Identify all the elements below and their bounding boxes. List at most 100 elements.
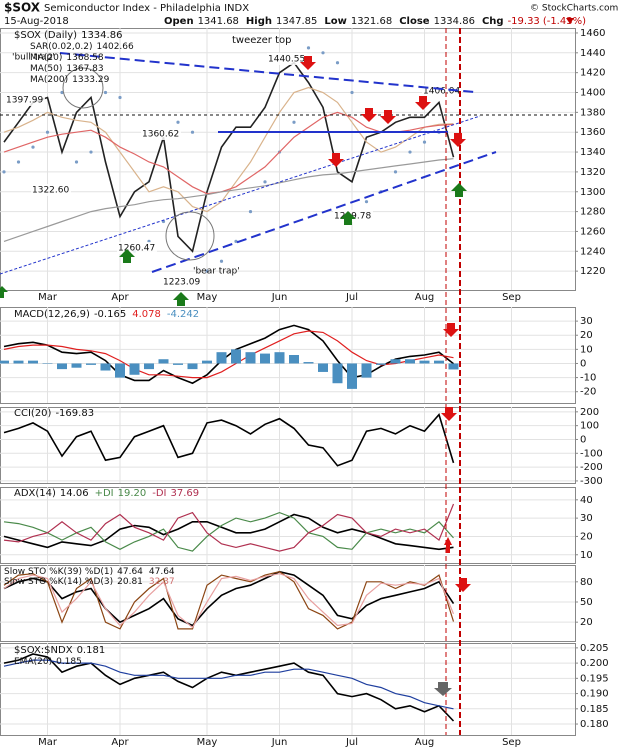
x-tick-label: Mar: [38, 737, 58, 748]
y-tick-label: 0.185: [580, 704, 609, 715]
stat-label: Low: [324, 16, 346, 27]
legend-value: 1334.86: [81, 30, 122, 41]
circle: [165, 211, 215, 261]
sar-dot: [45, 130, 50, 134]
series-line: [3, 659, 454, 710]
histogram-bar: [0, 360, 9, 364]
y-tick-label: 1440: [580, 48, 605, 59]
neutral-arrow: [434, 682, 452, 696]
sar-dot: [74, 160, 79, 164]
x-tick-label: May: [197, 292, 218, 303]
legend-value: 1368.58: [66, 53, 103, 63]
sar-dot: [103, 90, 108, 95]
histogram-bar: [361, 363, 372, 378]
histogram-bar: [405, 359, 415, 364]
y-tick-label: 0.195: [580, 673, 609, 684]
y-tick-label: 1400: [580, 88, 605, 99]
up-arrow: [446, 545, 450, 553]
sar-dot: [89, 150, 93, 154]
change-pct: (-1.43%): [543, 16, 586, 27]
price-label: 1360.62: [142, 130, 179, 140]
legend-name: SAR(0.02,0.2): [30, 42, 93, 52]
price-label: 1440.55: [268, 55, 305, 65]
panel-border: [0, 28, 576, 291]
label-bg: [141, 128, 181, 140]
legend-value: 1333.29: [72, 75, 109, 85]
legend-value: -169.83: [55, 408, 94, 419]
label-bg: [5, 94, 45, 106]
legend-value: -4.242: [167, 309, 199, 320]
y-tick-label: -20: [580, 387, 596, 398]
panel-border: [0, 407, 576, 484]
series-line: [3, 653, 455, 722]
legend-value: 19.20: [118, 488, 147, 499]
circle: [62, 67, 104, 109]
sar-dot: [205, 269, 209, 273]
histogram-bar: [129, 363, 140, 375]
histogram-bar: [71, 363, 82, 368]
y-tick-label: 20: [580, 617, 593, 628]
y-tick-label: -10: [580, 373, 596, 384]
source: © StockCharts.com: [530, 4, 618, 14]
sar-dot: [350, 90, 354, 95]
legend-entry: MACD(12,26,9) -0.165 4.078 -4.242: [14, 309, 199, 320]
histogram-bar: [347, 363, 357, 389]
stat-value: 1341.68: [198, 16, 239, 27]
histogram-bar: [332, 363, 343, 384]
histogram-bar: [187, 363, 198, 370]
x-tick-label: Aug: [415, 292, 435, 303]
trendline: [59, 52, 475, 93]
series-line: [3, 86, 454, 213]
histogram-bar: [231, 349, 241, 364]
y-tick-label: -200: [580, 462, 603, 473]
sar-dot: [118, 95, 122, 100]
y-tick-label: 0.200: [580, 658, 609, 669]
sar-dot: [2, 170, 6, 174]
stat-value: -19.33: [508, 16, 540, 27]
histogram-bar: [318, 363, 328, 372]
x-tick-label: Apr: [111, 292, 129, 303]
histogram-bar: [86, 363, 96, 365]
histogram-bar: [376, 363, 386, 365]
stat-value: 1347.85: [276, 16, 317, 27]
annotation: 'bear trap': [193, 267, 240, 277]
date: 15-Aug-2018: [4, 16, 69, 27]
legend-name: MA(20): [30, 53, 62, 63]
series-line: [3, 570, 455, 627]
sar-dot: [292, 120, 296, 124]
sar-dot: [31, 145, 35, 149]
x-tick-label: Sep: [502, 737, 521, 748]
legend-value: 37.69: [171, 488, 200, 499]
x-tick-label: Jul: [345, 292, 358, 303]
histogram-bar: [173, 363, 183, 365]
y-tick-label: 1380: [580, 107, 605, 118]
x-tick-label: Jun: [271, 737, 288, 748]
sar-dot: [60, 90, 64, 95]
legend-name: MA(50): [30, 64, 62, 74]
legend-value: 0.181: [77, 645, 106, 656]
series-line: [3, 571, 455, 630]
histogram-bar: [100, 363, 111, 371]
y-tick-label: 1320: [580, 167, 605, 178]
y-tick-label: 1460: [580, 28, 605, 39]
legend-value: 0.185: [56, 657, 82, 667]
annotation: 'bull trap': [12, 53, 55, 63]
legend-value: 32.37: [149, 577, 175, 587]
series-line: [3, 61, 455, 253]
legend-entry: $SOX:$NDX 0.181: [14, 645, 105, 656]
legend-entry: CCI(20) -169.83: [14, 408, 94, 419]
trendline: [151, 151, 497, 273]
y-tick-label: 1240: [580, 246, 605, 257]
legend-value: 1367.83: [66, 64, 103, 74]
panel-border: [0, 643, 576, 736]
label-bg: [422, 85, 462, 97]
legend-name: $SOX (Daily): [14, 30, 77, 41]
histogram-bar: [448, 363, 459, 370]
down-triangle: [566, 18, 574, 24]
histogram-bar: [13, 360, 24, 364]
sar-dot: [176, 120, 180, 124]
legend-entry: MA(50) 1367.83: [30, 64, 104, 74]
x-tick-label: May: [197, 737, 218, 748]
legend-entry: Slow STO %K(14) %D(3) 20.81 32.37: [4, 577, 175, 587]
